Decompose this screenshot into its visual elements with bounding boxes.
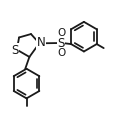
- Text: O: O: [57, 28, 65, 38]
- Text: O: O: [57, 48, 65, 58]
- Text: S: S: [11, 44, 18, 57]
- Text: S: S: [57, 37, 64, 50]
- Text: N: N: [36, 36, 45, 49]
